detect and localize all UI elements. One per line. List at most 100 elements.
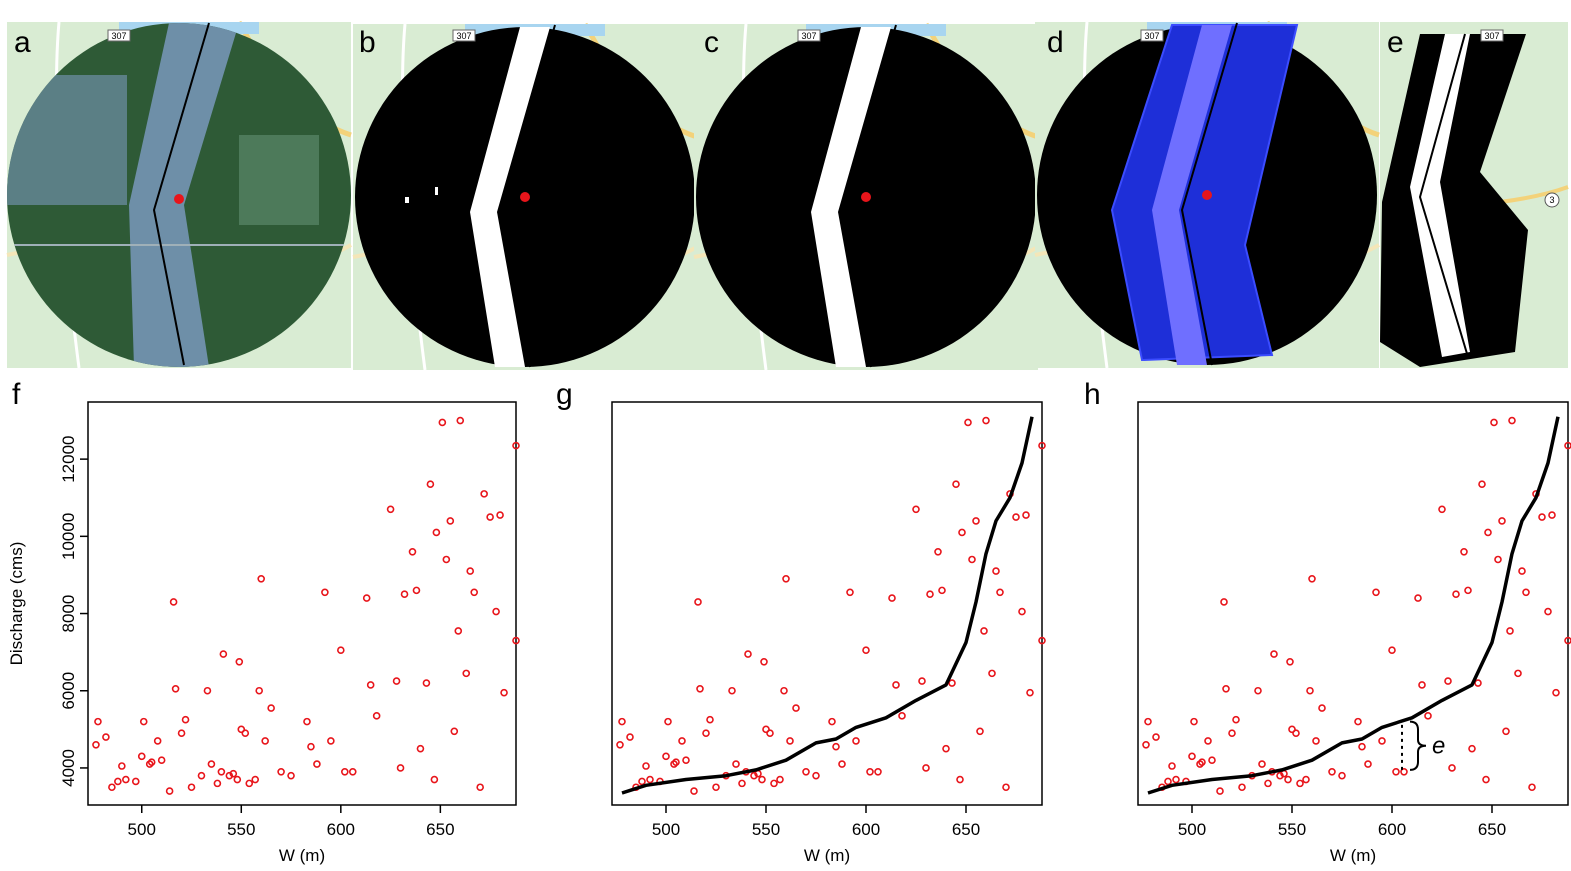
road-shield: 307 [111, 31, 126, 41]
point [438, 418, 447, 427]
point [197, 771, 206, 780]
point [672, 758, 680, 766]
point [245, 779, 254, 788]
point [1514, 669, 1522, 678]
point [92, 740, 100, 749]
point [432, 528, 441, 537]
point [1502, 727, 1510, 736]
point [662, 752, 670, 761]
x-tick-label: 500 [1178, 820, 1206, 839]
point [1414, 594, 1422, 602]
road-shield: 3 [1549, 195, 1554, 205]
point [1172, 775, 1180, 784]
point [139, 717, 148, 726]
point [952, 480, 960, 489]
point [828, 717, 836, 726]
point [1552, 688, 1560, 697]
point [396, 764, 405, 772]
point [1484, 528, 1492, 537]
point [1364, 760, 1372, 768]
annotation: e [1432, 733, 1445, 760]
y-axis-label: Discharge (cms) [7, 542, 26, 666]
point [866, 768, 874, 776]
point [758, 775, 766, 784]
point [1012, 513, 1020, 521]
point [728, 686, 736, 695]
x-tick-label: 550 [1278, 820, 1306, 839]
point [362, 594, 371, 602]
point [303, 717, 311, 726]
point [348, 768, 357, 776]
point [1168, 762, 1176, 770]
point [1460, 547, 1468, 556]
point [1288, 725, 1296, 734]
point [1306, 686, 1314, 695]
point [874, 768, 882, 776]
point [862, 646, 870, 655]
panel-e: 3 [1380, 22, 1569, 368]
point [738, 779, 746, 788]
point [416, 744, 425, 753]
point [1022, 511, 1030, 519]
point [1506, 627, 1514, 635]
y-tick-label: 6000 [59, 672, 78, 710]
point [307, 742, 315, 751]
plot-frame [611, 401, 1043, 806]
point [1372, 588, 1380, 597]
point [1002, 783, 1010, 792]
point [241, 729, 250, 738]
panel-label: g [556, 378, 573, 411]
point [782, 574, 790, 583]
point [898, 712, 906, 720]
point [470, 588, 478, 597]
point [1494, 555, 1502, 564]
point [1328, 768, 1336, 776]
point [1204, 737, 1212, 745]
y-tick-label: 4000 [59, 749, 78, 787]
point [137, 752, 146, 761]
point [386, 505, 395, 514]
point [114, 777, 122, 786]
point [706, 715, 714, 724]
point [1144, 717, 1152, 726]
point [400, 590, 409, 599]
plot-frame [1137, 401, 1569, 806]
panel-label: c [704, 26, 719, 59]
road-shield-box [1480, 29, 1504, 42]
point [682, 756, 690, 765]
point [181, 715, 190, 724]
point [213, 779, 222, 788]
point [964, 418, 972, 427]
point [1378, 737, 1386, 745]
point [664, 717, 672, 726]
point [926, 590, 934, 599]
point [321, 588, 329, 597]
road-shield-box [107, 29, 131, 42]
point [696, 685, 704, 693]
point [1142, 740, 1150, 749]
point [988, 669, 996, 678]
road-shield: 307 [1484, 31, 1499, 41]
point [225, 771, 234, 780]
point [750, 771, 758, 780]
point [1152, 733, 1160, 741]
point [257, 574, 265, 583]
point [237, 725, 246, 734]
x-tick-label: 500 [128, 820, 156, 839]
panel-label: e [1387, 26, 1404, 59]
panel-d [1035, 22, 1379, 368]
point [1564, 636, 1571, 645]
point [1198, 758, 1206, 766]
point [1188, 752, 1196, 761]
x-tick-label: 500 [652, 820, 680, 839]
y-tick-label: 8000 [59, 595, 78, 633]
point [131, 777, 140, 786]
point [1026, 688, 1034, 697]
point [1444, 677, 1452, 685]
point [512, 636, 520, 645]
point [942, 744, 950, 753]
point [948, 679, 956, 687]
x-tick-label: 600 [852, 820, 880, 839]
road-shield: 307 [456, 31, 471, 41]
